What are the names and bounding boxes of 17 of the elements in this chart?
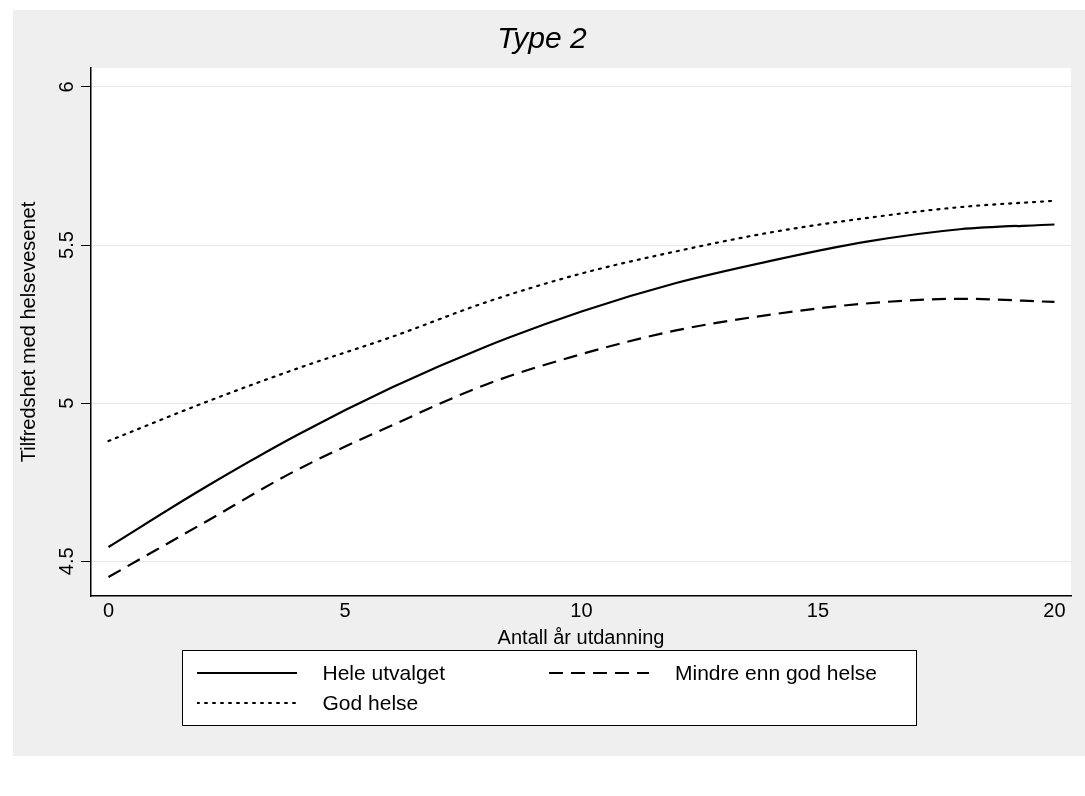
x-tick-label: 20 bbox=[1043, 598, 1066, 621]
x-tick-label: 0 bbox=[102, 598, 115, 621]
x-tick-label: 5 bbox=[339, 598, 351, 621]
x-axis-title: Antall år utdanning bbox=[497, 625, 665, 648]
y-axis-title: Tilfredshet med helsevesenet bbox=[16, 201, 39, 463]
x-tick-label: 10 bbox=[570, 598, 593, 621]
y-tick-label: 5.5 bbox=[54, 231, 77, 259]
chart-title: Type 2 bbox=[497, 21, 588, 55]
y-tick-label: 4.5 bbox=[54, 547, 77, 576]
legend-label: God helse bbox=[322, 691, 419, 715]
legend-label: Hele utvalget bbox=[322, 661, 446, 685]
line-series bbox=[107, 297, 1056, 579]
legend-label: Mindre enn god helse bbox=[675, 661, 877, 685]
line-series bbox=[107, 223, 1056, 549]
y-tick-label: 6 bbox=[54, 81, 77, 93]
y-tick-label: 5 bbox=[54, 397, 77, 409]
x-tick-label: 15 bbox=[806, 598, 830, 621]
